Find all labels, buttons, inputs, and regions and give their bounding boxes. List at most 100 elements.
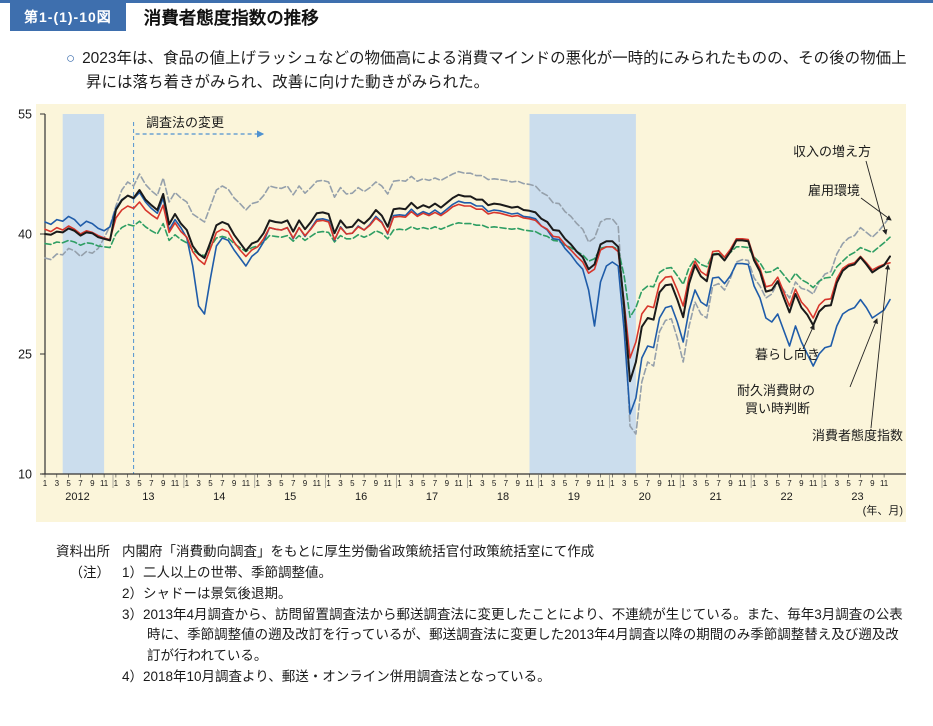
- figure-number-badge: 第1-(1)-10図: [10, 3, 126, 31]
- svg-text:3: 3: [338, 479, 343, 488]
- note-label: （注）: [69, 564, 111, 580]
- svg-text:7: 7: [78, 479, 83, 488]
- source-text: 内閣府「消費動向調査」をもとに厚生労働省政策統括官付政策統括室にて作成: [122, 543, 595, 559]
- note-item: 4）2018年10月調査より、郵送・オンライン併用調査法となっている。: [122, 669, 551, 685]
- svg-text:9: 9: [232, 479, 237, 488]
- svg-text:3: 3: [409, 479, 414, 488]
- svg-text:9: 9: [870, 479, 875, 488]
- svg-text:11: 11: [596, 479, 605, 488]
- figure-header: 第1-(1)-10図 消費者態度指数の推移: [0, 0, 933, 33]
- svg-text:11: 11: [242, 479, 251, 488]
- svg-text:9: 9: [374, 479, 379, 488]
- label-arrow: [870, 263, 891, 428]
- svg-text:9: 9: [799, 479, 804, 488]
- survey-change-label: 調査法の変更: [146, 115, 224, 130]
- chart-panel: [36, 103, 906, 522]
- svg-text:19: 19: [568, 491, 580, 503]
- svg-text:23: 23: [851, 491, 863, 503]
- label-arrow: [849, 317, 878, 387]
- svg-text:9: 9: [728, 479, 733, 488]
- svg-text:5: 5: [563, 479, 568, 488]
- svg-text:3: 3: [764, 479, 769, 488]
- circle-bullet-icon: ○: [66, 50, 76, 67]
- chart-area: 調査法の変更 10 25 40 55 1 3 5 7 9 11 2012 1 3 5 7 9 11 13 1 3 5 7 9 1…: [0, 102, 933, 530]
- svg-text:3: 3: [835, 479, 840, 488]
- svg-text:9: 9: [657, 479, 662, 488]
- svg-text:7: 7: [575, 479, 580, 488]
- summary-paragraph: ○ 2023年は、食品の値上げラッシュなどの物価高による消費マインドの悪化が一時的…: [40, 47, 907, 94]
- svg-text:3: 3: [196, 479, 201, 488]
- series-label: 収入の増え方: [793, 144, 871, 159]
- svg-text:5: 5: [775, 479, 780, 488]
- svg-text:3: 3: [267, 479, 272, 488]
- svg-text:3: 3: [125, 479, 130, 488]
- svg-text:3: 3: [693, 479, 698, 488]
- svg-text:11: 11: [313, 479, 322, 488]
- svg-text:7: 7: [433, 479, 438, 488]
- svg-text:1: 1: [185, 479, 190, 488]
- source-label: 資料出所: [56, 543, 110, 559]
- series-line-2: [44, 220, 891, 318]
- svg-text:17: 17: [426, 491, 438, 503]
- note-item: 2）シャドーは景気後退期。: [122, 585, 292, 601]
- svg-text:7: 7: [858, 479, 863, 488]
- recession-band: [529, 113, 636, 474]
- svg-text:1: 1: [397, 479, 402, 488]
- series-label: 買い時判断: [745, 401, 810, 416]
- svg-text:1: 1: [752, 479, 757, 488]
- svg-text:1: 1: [610, 479, 615, 488]
- svg-text:5: 5: [492, 479, 497, 488]
- svg-text:20: 20: [639, 491, 651, 503]
- svg-text:1: 1: [43, 479, 48, 488]
- svg-text:1: 1: [468, 479, 473, 488]
- footnotes: 資料出所 内閣府「消費動向調査」をもとに厚生労働省政策統括官付政策統括室にて作成…: [40, 542, 907, 688]
- svg-text:3: 3: [622, 479, 627, 488]
- svg-text:11: 11: [738, 479, 747, 488]
- svg-text:40: 40: [18, 227, 32, 241]
- svg-text:9: 9: [90, 479, 95, 488]
- svg-text:11: 11: [667, 479, 676, 488]
- svg-text:14: 14: [213, 491, 225, 503]
- svg-text:5: 5: [846, 479, 851, 488]
- svg-text:3: 3: [551, 479, 556, 488]
- note-item: 3）2013年4月調査から、訪問留置調査法から郵送調査法に変更したことにより、不…: [122, 606, 903, 664]
- svg-text:13: 13: [142, 491, 154, 503]
- svg-text:7: 7: [149, 479, 154, 488]
- svg-text:11: 11: [809, 479, 818, 488]
- note-list: 1）二人以上の世帯、季節調整値。 2）シャドーは景気後退期。 3）2013年4月…: [122, 563, 907, 689]
- series-label: 耐久消費財の: [737, 383, 815, 398]
- series-line-3: [44, 170, 891, 435]
- series-label: 暮らし向き: [755, 347, 820, 362]
- svg-text:1: 1: [681, 479, 686, 488]
- svg-text:3: 3: [55, 479, 60, 488]
- svg-text:9: 9: [586, 479, 591, 488]
- svg-text:5: 5: [705, 479, 710, 488]
- svg-text:1: 1: [823, 479, 828, 488]
- svg-text:10: 10: [18, 467, 32, 481]
- svg-text:3: 3: [480, 479, 485, 488]
- svg-text:9: 9: [445, 479, 450, 488]
- svg-text:22: 22: [780, 491, 792, 503]
- series-label: 雇用環境: [808, 183, 860, 198]
- svg-text:11: 11: [880, 479, 889, 488]
- label-arrow: [860, 197, 892, 221]
- svg-text:2012: 2012: [65, 491, 89, 503]
- svg-text:11: 11: [171, 479, 180, 488]
- svg-text:7: 7: [645, 479, 650, 488]
- svg-text:11: 11: [454, 479, 463, 488]
- series-lines: [44, 170, 891, 435]
- summary-text: 2023年は、食品の値上げラッシュなどの物価高による消費マインドの悪化が一時的に…: [82, 50, 907, 91]
- svg-text:5: 5: [208, 479, 213, 488]
- label-arrow: [865, 160, 888, 235]
- svg-text:5: 5: [421, 479, 426, 488]
- survey-change-annotation: 調査法の変更: [133, 115, 265, 474]
- svg-text:7: 7: [362, 479, 367, 488]
- svg-text:11: 11: [100, 479, 109, 488]
- svg-text:55: 55: [18, 107, 32, 121]
- svg-text:5: 5: [634, 479, 639, 488]
- svg-text:18: 18: [497, 491, 509, 503]
- svg-text:1: 1: [255, 479, 260, 488]
- svg-text:1: 1: [114, 479, 119, 488]
